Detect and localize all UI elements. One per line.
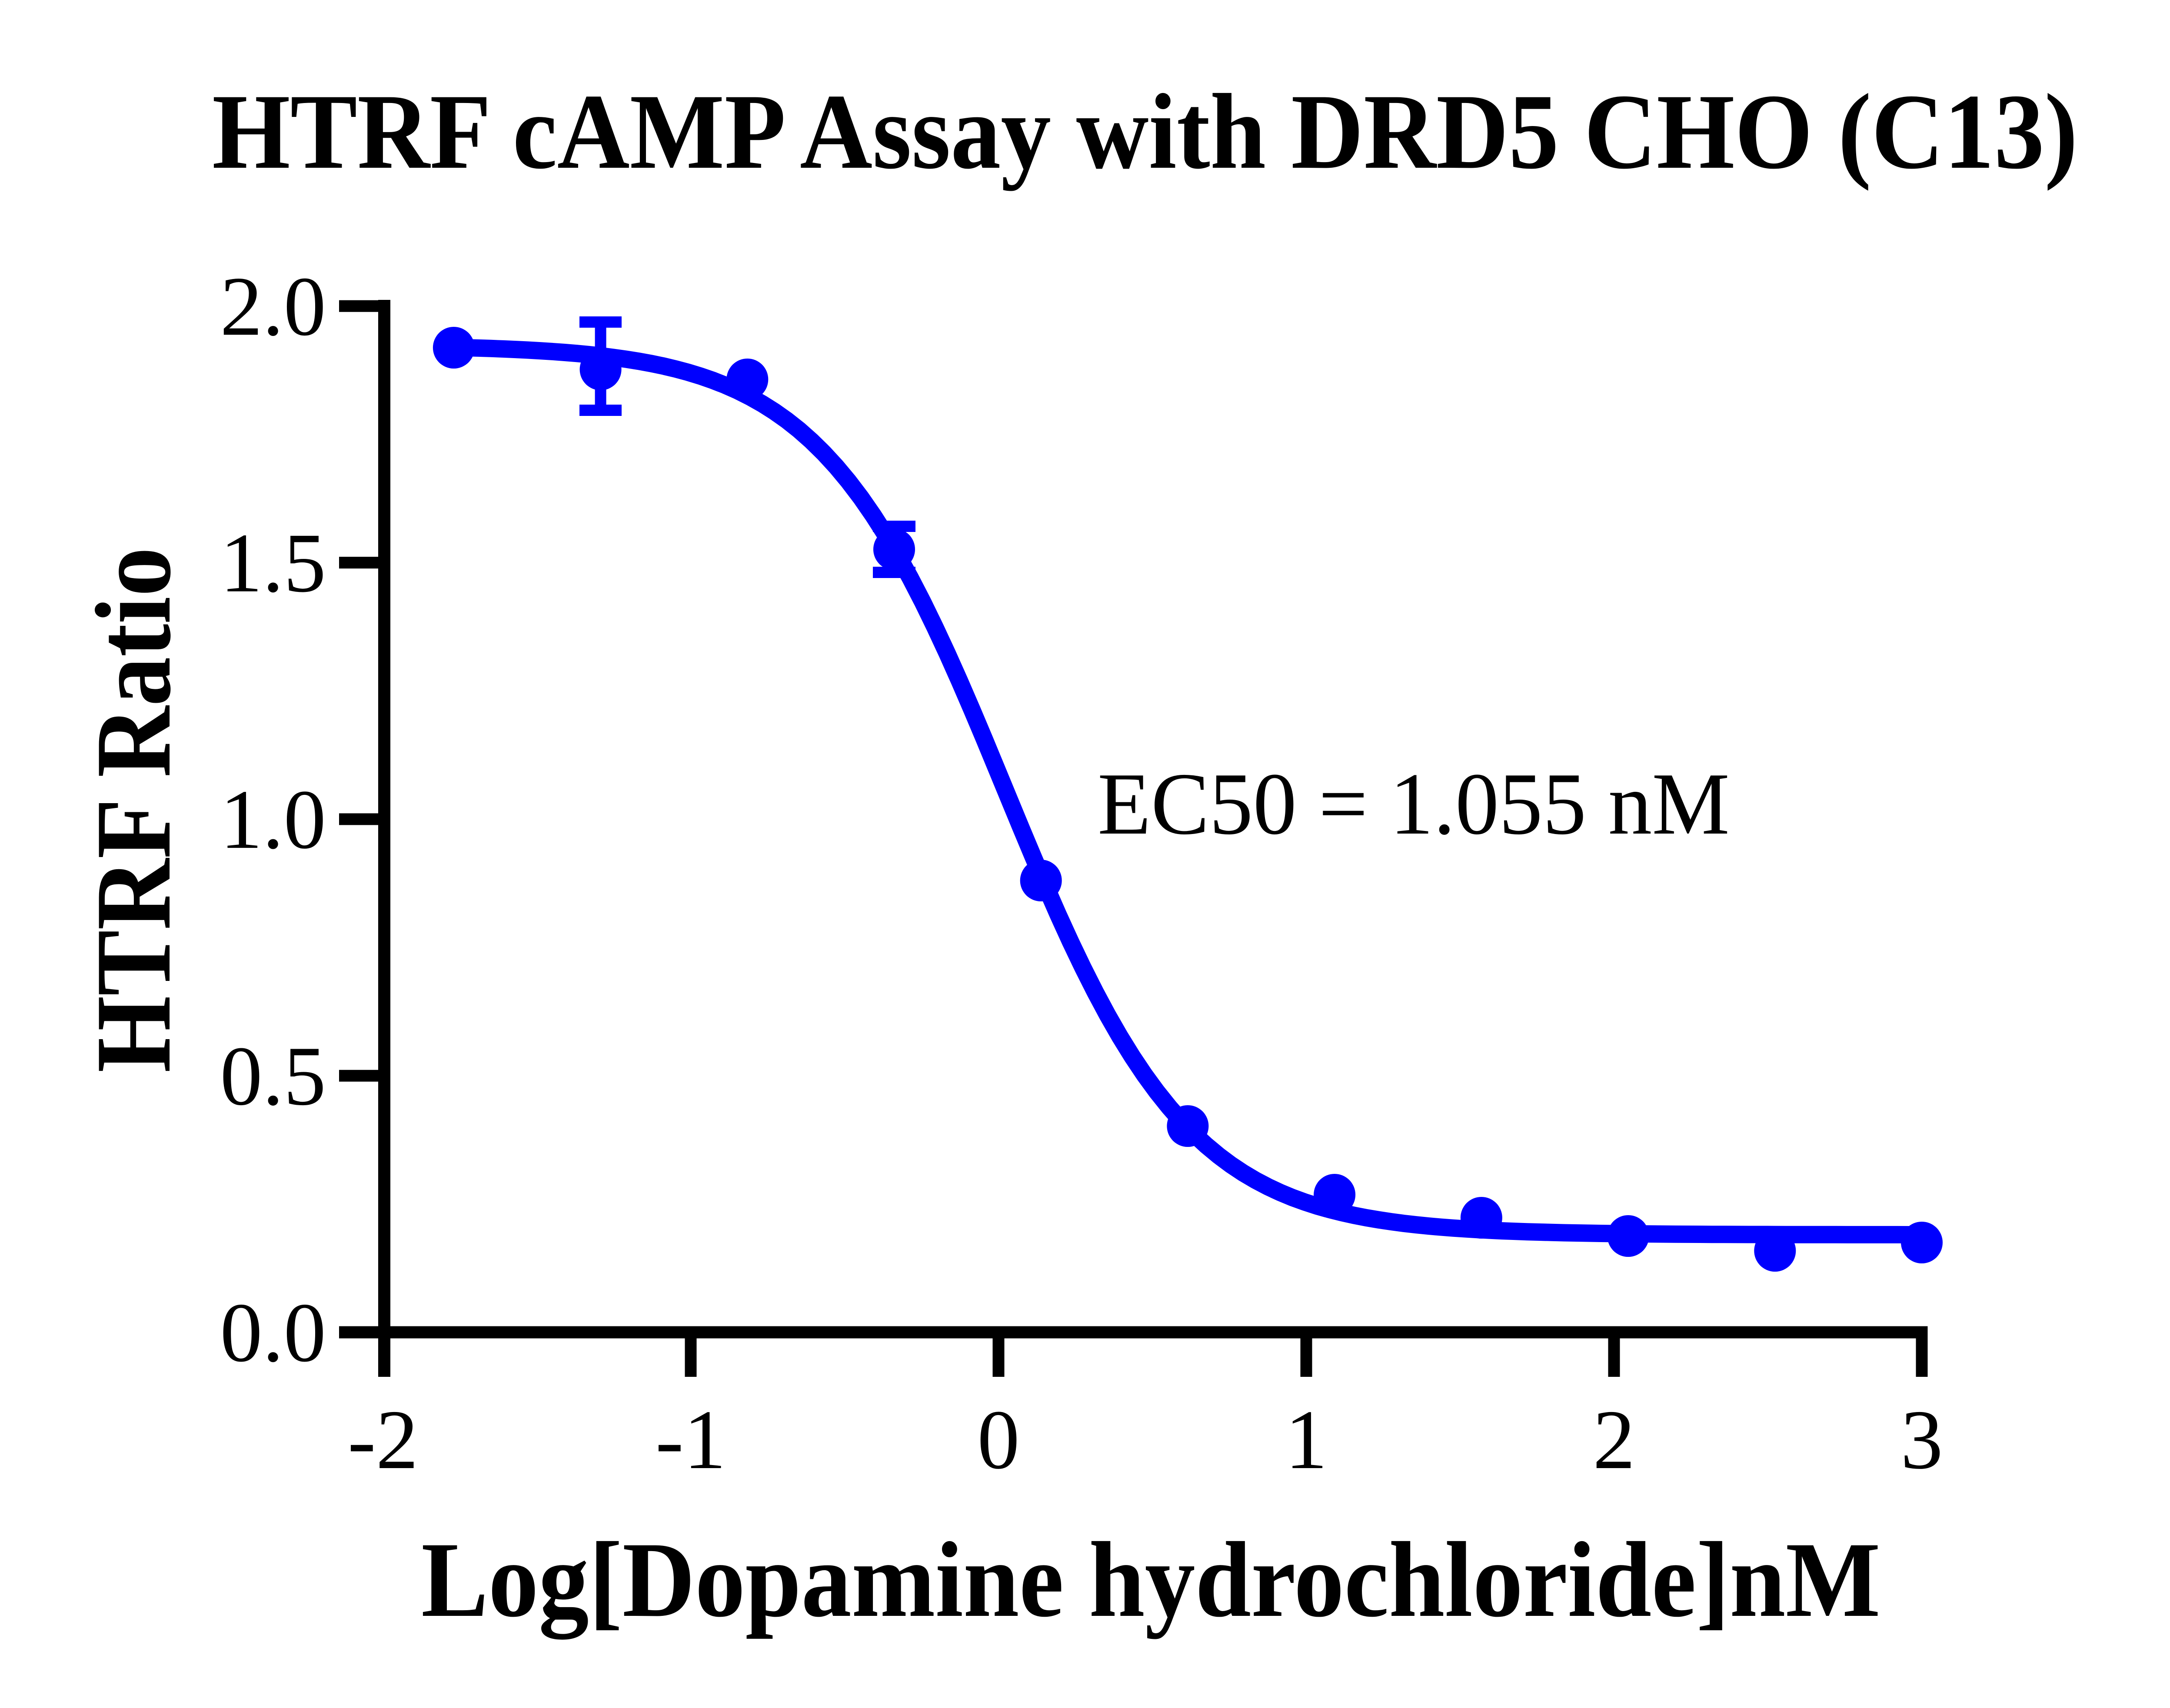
svg-text:3: 3 [1900,1393,1943,1487]
svg-text:EC50 = 1.055 nM: EC50 = 1.055 nM [1098,755,1730,853]
svg-text:-2: -2 [348,1393,418,1487]
svg-text:HTRF Ratio: HTRF Ratio [73,547,193,1073]
svg-text:2.0: 2.0 [220,259,326,353]
svg-text:-1: -1 [656,1393,726,1487]
svg-text:Log[Dopamine hydrochloride]nM: Log[Dopamine hydrochloride]nM [421,1520,1880,1640]
svg-text:0.5: 0.5 [220,1029,326,1123]
svg-text:1.0: 1.0 [220,773,326,867]
svg-text:0: 0 [977,1393,1020,1487]
svg-text:1: 1 [1285,1393,1328,1487]
svg-text:2: 2 [1593,1393,1635,1487]
svg-text:0.0: 0.0 [220,1286,326,1380]
svg-text:1.5: 1.5 [220,516,326,610]
svg-text:HTRF cAMP Assay with DRD5 CHO: HTRF cAMP Assay with DRD5 CHO (C13) [212,72,2078,191]
